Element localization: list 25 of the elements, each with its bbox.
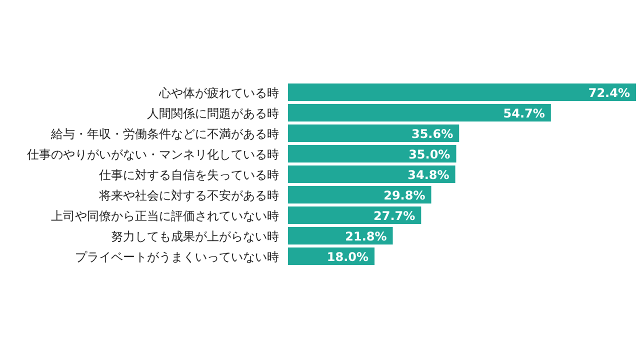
data-label: 27.7% [374, 208, 416, 223]
bar [288, 145, 456, 162]
bar [288, 166, 456, 183]
data-label: 21.8% [345, 229, 387, 244]
data-label: 29.8% [384, 188, 426, 202]
bar [288, 104, 551, 122]
bar [288, 186, 432, 204]
data-label: 72.4% [588, 86, 630, 100]
y-tick-label: 仕事のやりがいがない・マンネリ化している時 [26, 147, 279, 162]
y-tick-label: 努力しても成果が上がらない時 [111, 229, 279, 244]
data-label: 35.6% [411, 126, 454, 141]
bar [288, 206, 422, 224]
data-label: 34.8% [408, 168, 450, 182]
data-label: 35.0% [408, 147, 450, 162]
y-tick-label: 仕事に対する自信を失っている時 [98, 168, 279, 182]
y-tick-label: 将来や社会に対する不安がある時 [98, 188, 279, 202]
bar [288, 84, 636, 101]
y-tick-label: 心や体が疲れている時 [158, 86, 279, 100]
y-tick-label: 上司や同僚から正当に評価されていない時 [51, 208, 279, 223]
y-tick-label: 人間関係に問題がある時 [147, 106, 279, 120]
y-tick-label: 給与・年収・労働条件などに不満がある時 [50, 126, 279, 141]
y-tick-label: プライベートがうまくいっていない時 [75, 250, 279, 264]
data-label: 54.7% [503, 106, 545, 120]
data-label: 18.0% [326, 250, 369, 264]
bar [288, 124, 460, 142]
